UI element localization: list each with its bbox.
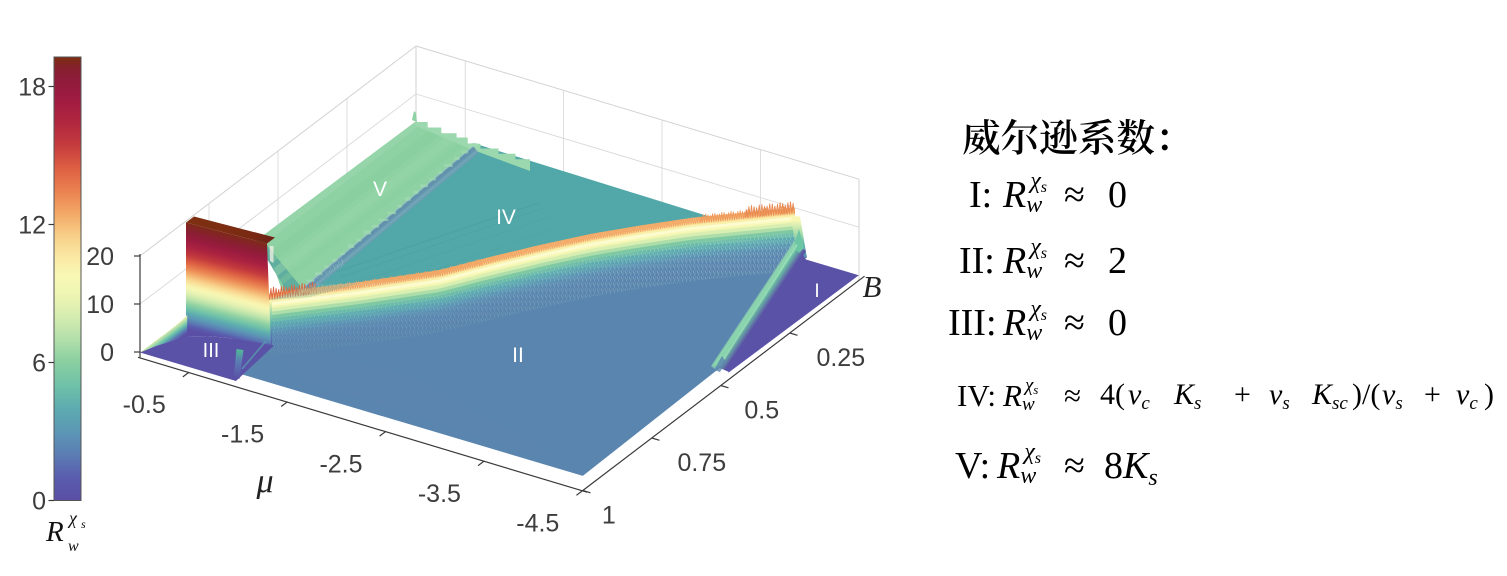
svg-text:II: II: [512, 344, 524, 367]
svg-text:12: 12: [18, 212, 46, 240]
svg-text:10: 10: [86, 291, 114, 319]
svg-text:1: 1: [602, 501, 616, 529]
svg-text:III: III: [203, 340, 220, 362]
svg-text:I: I: [814, 281, 819, 302]
svg-text:0.75: 0.75: [677, 449, 726, 477]
svg-text:-3.5: -3.5: [418, 480, 461, 508]
svg-text:0.25: 0.25: [816, 344, 865, 372]
svg-text:6: 6: [32, 350, 46, 378]
svg-text:χ: χ: [67, 508, 78, 528]
svg-text:20: 20: [86, 243, 114, 271]
svg-text:0: 0: [32, 488, 46, 516]
svg-text:0: 0: [100, 339, 114, 367]
svg-text:-0.5: -0.5: [123, 391, 166, 419]
svg-text:B: B: [863, 269, 882, 304]
svg-text:IV: IV: [496, 206, 516, 229]
svg-text:s: s: [81, 517, 86, 531]
svg-text:V: V: [373, 178, 387, 201]
svg-text:0.5: 0.5: [744, 396, 779, 424]
svg-text:18: 18: [18, 74, 46, 102]
svg-text:w: w: [68, 538, 79, 555]
svg-text:R: R: [45, 516, 64, 548]
svg-text:μ: μ: [255, 463, 273, 500]
svg-text:-2.5: -2.5: [319, 450, 362, 478]
svg-text:-4.5: -4.5: [516, 509, 559, 537]
svg-text:-1.5: -1.5: [221, 421, 264, 449]
